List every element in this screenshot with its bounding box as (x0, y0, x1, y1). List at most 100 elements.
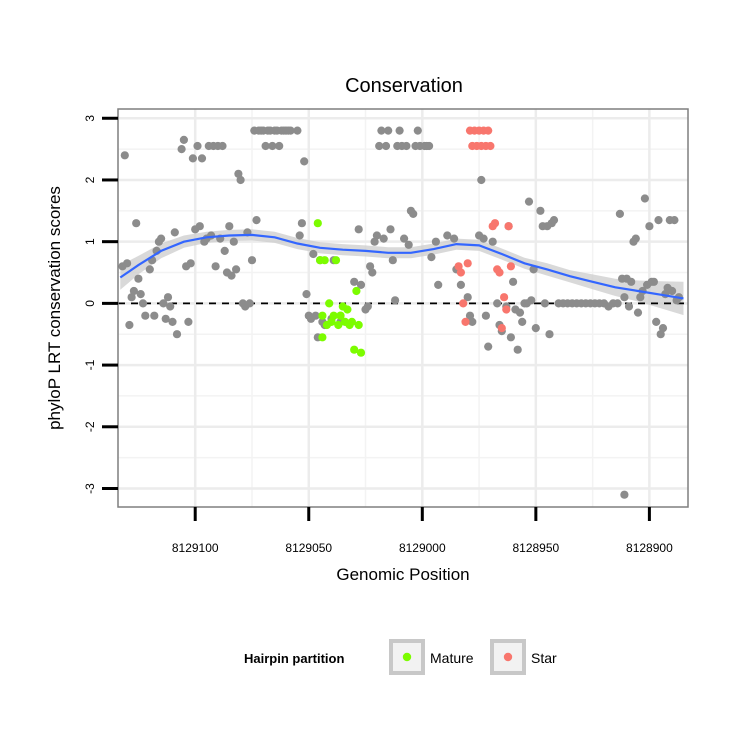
legend-item-mature: Mature (389, 639, 474, 675)
data-point-other (513, 345, 522, 354)
data-point-other (366, 262, 375, 271)
smooth-line-layer (119, 233, 684, 300)
data-point-other (477, 175, 486, 185)
data-point-other (311, 311, 320, 320)
y-tick-label: -2 (83, 421, 97, 432)
data-point-other (166, 302, 175, 311)
data-point-mature (347, 317, 356, 326)
data-point-other (129, 286, 138, 296)
y-tick-label: 0 (83, 300, 97, 307)
data-point-other (232, 265, 241, 274)
data-point-star (500, 293, 509, 302)
data-point-star (504, 222, 513, 231)
data-point-other (409, 209, 418, 218)
data-point-other (177, 145, 186, 154)
data-point-other (141, 311, 150, 320)
y-tick-label: -3 (83, 483, 97, 494)
data-point-other (640, 194, 650, 203)
data-point-other (293, 126, 302, 135)
data-point-other (615, 209, 625, 218)
data-point-other (163, 293, 173, 302)
data-point-other (400, 234, 409, 243)
data-point-mature (350, 345, 359, 354)
data-point-other (649, 277, 659, 286)
data-point-star (495, 268, 504, 277)
data-point-other (195, 222, 204, 231)
data-point-other (450, 234, 459, 243)
data-point-other (443, 231, 452, 240)
data-point-other (633, 308, 643, 317)
data-point-other (620, 490, 629, 499)
data-point-other (413, 126, 422, 135)
data-point-star (484, 126, 493, 135)
x-tick-label: 8129100 (172, 541, 219, 555)
data-point-other (168, 317, 177, 326)
data-point-other (170, 228, 179, 237)
data-point-mature (327, 317, 336, 326)
data-point-other (159, 299, 168, 308)
points-layer (118, 126, 684, 499)
data-point-other (391, 296, 400, 305)
data-point-other (297, 219, 306, 228)
data-point-other (227, 271, 236, 280)
data-point-mature (336, 311, 345, 320)
data-point-other (368, 268, 377, 277)
data-point-mature (334, 320, 343, 330)
data-point-other (375, 141, 384, 151)
data-point-other (120, 151, 129, 160)
data-point-other (636, 293, 645, 302)
data-point-other (531, 324, 540, 333)
chart-title: Conservation (345, 75, 463, 97)
data-point-other (624, 302, 634, 311)
data-point-other (654, 216, 663, 225)
data-point-other (138, 299, 148, 308)
data-point-other (207, 231, 216, 240)
data-point-other (261, 141, 270, 151)
data-point-other (186, 259, 195, 268)
data-point-other (527, 296, 536, 305)
confidence-band (120, 229, 684, 316)
data-point-other (627, 277, 636, 286)
data-point-other (363, 302, 372, 311)
confidence-band-layer (120, 229, 684, 316)
data-point-star (463, 259, 472, 268)
data-point-other (402, 141, 411, 151)
legend-label-star: Star (531, 650, 557, 666)
legend-dot-mature (402, 652, 412, 662)
data-point-other (386, 225, 395, 234)
y-tick-label: -1 (83, 359, 97, 370)
data-point-other (125, 320, 134, 330)
data-point-other (372, 231, 381, 240)
data-point-star (454, 262, 463, 271)
y-tick-label: 1 (83, 238, 97, 245)
data-point-other (613, 299, 622, 308)
data-point-star (461, 317, 470, 326)
data-point-other (515, 308, 525, 317)
data-point-other (268, 141, 277, 151)
data-point-mature (318, 311, 327, 320)
data-point-other (545, 330, 554, 339)
data-point-star (490, 219, 500, 228)
data-point-mature (356, 348, 366, 357)
legend-title: Hairpin partition (244, 651, 344, 666)
data-point-other (157, 234, 166, 243)
plot-border (117, 108, 689, 508)
data-point-other (379, 234, 388, 243)
data-point-other (145, 265, 154, 274)
x-axis: 8129100 8129050 8129000 8128950 8128900 (172, 507, 673, 555)
data-point-other (211, 262, 220, 271)
data-point-other (395, 126, 404, 135)
data-point-other (425, 141, 434, 151)
data-point-mature (313, 219, 322, 228)
data-point-other (377, 126, 386, 135)
data-point-other (356, 280, 366, 289)
data-point-other (381, 141, 391, 151)
data-point-other (536, 206, 545, 215)
data-point-other (193, 141, 202, 151)
data-point-other (434, 280, 443, 289)
data-point-mature (343, 305, 352, 314)
data-point-other (247, 256, 257, 265)
y-axis-title: phyloP LRT conservation scores (45, 186, 64, 430)
data-point-other (309, 249, 318, 259)
x-tick-label: 8128900 (626, 541, 673, 555)
